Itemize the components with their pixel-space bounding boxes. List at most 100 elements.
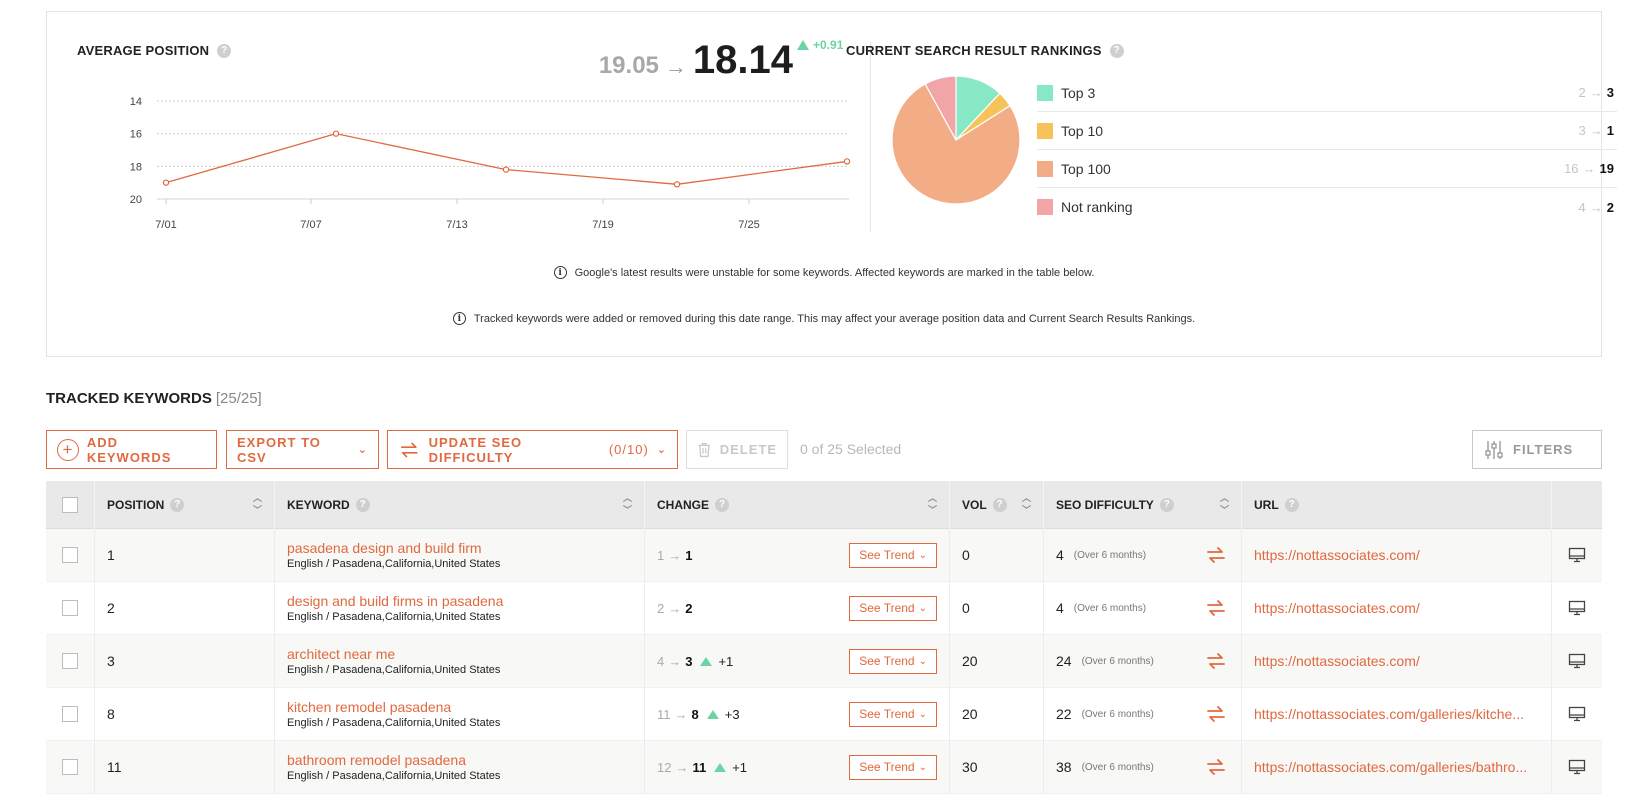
pie-slice[interactable] [924,75,957,141]
average-position-new: 18.14 [692,38,793,82]
url-link[interactable]: https://nottassociates.com/galleries/kit… [1254,706,1525,722]
row-checkbox[interactable] [62,759,78,775]
row-checkbox[interactable] [62,706,78,722]
keyword-link[interactable]: design and build firms in pasadena [287,593,504,609]
delete-button[interactable]: DELETE [686,430,788,469]
header-position[interactable]: POSITION ? ︿ ﹀ [95,480,275,529]
data-point[interactable] [673,181,681,188]
arrow-right-icon: → [674,706,688,722]
refresh-icon [400,442,418,457]
keyword-cell: design and build firms in pasadena Englis… [275,581,645,635]
position-value: 8 [107,706,115,722]
see-trend-button[interactable]: See Trend ⌄ [849,754,937,780]
arrow-right-icon: → [1589,199,1603,215]
pie-slice[interactable] [891,83,1021,205]
legend-values: 16 → 19 [1564,161,1617,176]
sort-icon[interactable]: ︿ ﹀ [1021,492,1031,515]
difficulty-cell: 4 (Over 6 months) [1044,528,1242,582]
export-csv-button[interactable]: EXPORT TO CSV ⌄ [226,430,379,469]
help-icon[interactable]: ? [170,497,185,512]
see-trend-button[interactable]: See Trend ⌄ [849,701,937,727]
difficulty-value: 4 [1056,547,1064,563]
difficulty-note: (Over 6 months) [1073,602,1147,614]
change-delta: +3 [724,706,740,722]
add-keywords-button[interactable]: + ADD KEYWORDS [46,430,217,469]
update-seo-count: (0/10) [608,442,649,457]
vol-value: 0 [962,600,970,616]
refresh-icon[interactable] [1205,651,1227,671]
difficulty-cell: 22 (Over 6 months) [1044,687,1242,741]
keyword-link[interactable]: architect near me [287,646,396,662]
data-point[interactable] [502,166,510,173]
url-link[interactable]: https://nottassociates.com/ [1254,547,1420,563]
row-checkbox[interactable] [62,600,78,616]
see-trend-button[interactable]: See Trend ⌄ [849,648,937,674]
update-seo-difficulty-button[interactable]: UPDATE SEO DIFFICULTY (0/10) ⌄ [387,430,678,469]
delete-label: DELETE [719,442,777,457]
position-cell: 3 [95,634,275,688]
refresh-icon[interactable] [1205,704,1227,724]
help-icon[interactable]: ? [217,43,232,58]
refresh-icon[interactable] [1205,598,1227,618]
data-point[interactable] [332,130,340,137]
row-checkbox[interactable] [62,547,78,563]
change-delta: +1 [732,759,748,775]
url-link[interactable]: https://nottassociates.com/ [1254,600,1420,616]
url-cell: https://nottassociates.com/ [1242,634,1552,688]
keyword-link[interactable]: bathroom remodel pasadena [287,752,467,768]
plus-icon: + [57,438,79,461]
divider [870,42,871,232]
table-row: 3 architect near me English / Pasadena,Cal… [46,634,1602,688]
row-checkbox[interactable] [62,653,78,669]
refresh-icon[interactable] [1205,757,1227,777]
average-position-chart: 14 16 18 20 7/01 7/07 7/13 7/19 7/25 [130,96,851,231]
help-icon[interactable]: ? [1109,43,1124,58]
chevron-down-icon: ⌄ [918,655,927,667]
see-trend-button[interactable]: See Trend ⌄ [849,542,937,568]
table-header: POSITION ? ︿ ﹀ KEYWORD ? ︿ ﹀ CHANGE ? ︿ ﹀ V… [46,480,1602,529]
refresh-icon[interactable] [1205,545,1227,565]
keyword-locale: English / Pasadena,California,United Sta… [287,770,501,782]
legend-swatch [1037,122,1053,139]
data-point[interactable] [162,179,170,186]
keywords-toolbar: + ADD KEYWORDS EXPORT TO CSV ⌄ UPDATE SE… [46,430,1602,470]
change-old: 12 [657,759,672,775]
header-change[interactable]: CHANGE ? ︿ ﹀ [645,480,950,529]
series-line [165,132,848,185]
sort-icon[interactable]: ︿ ﹀ [252,492,262,515]
help-icon[interactable]: ? [992,497,1007,512]
legend-swatch [1037,160,1053,177]
help-icon[interactable]: ? [1159,497,1174,512]
url-link[interactable]: https://nottassociates.com/ [1254,653,1420,669]
device-cell [1552,741,1602,794]
legend-old-value: 3 [1578,123,1586,138]
keyword-link[interactable]: pasadena design and build firm [287,540,482,556]
data-point[interactable] [843,158,851,165]
header-keyword[interactable]: KEYWORD ? ︿ ﹀ [275,480,645,529]
url-cell: https://nottassociates.com/ [1242,528,1552,582]
sort-icon[interactable]: ︿ ﹀ [927,492,937,515]
legend-values: 4 → 2 [1579,200,1617,215]
url-link[interactable]: https://nottassociates.com/galleries/bat… [1254,759,1528,775]
filters-button[interactable]: FILTERS [1472,430,1602,469]
keyword-locale: English / Pasadena,California,United Sta… [287,611,501,623]
select-all-checkbox[interactable] [62,496,78,513]
vol-cell: 0 [950,581,1044,635]
sort-icon[interactable]: ︿ ﹀ [622,492,632,515]
help-icon[interactable]: ? [1284,497,1299,512]
help-icon[interactable]: ? [355,497,370,512]
see-trend-button[interactable]: See Trend ⌄ [849,595,937,621]
sort-icon[interactable]: ︿ ﹀ [1219,492,1229,515]
keyword-link[interactable]: kitchen remodel pasadena [287,699,452,715]
table-row: 2 design and build firms in pasadena Engli… [46,581,1602,635]
arrow-right-icon: → [668,600,682,616]
header-vol[interactable]: VOL ? ︿ ﹀ [950,480,1044,529]
trash-icon [698,442,710,457]
legend-label: Top 100 [1061,160,1111,177]
help-icon[interactable]: ? [715,497,730,512]
url-cell: https://nottassociates.com/ [1242,581,1552,635]
header-seo-difficulty[interactable]: SEO DIFFICULTY ? ︿ ﹀ [1044,480,1242,529]
vol-value: 20 [962,653,978,669]
legend-new-value: 3 [1606,85,1614,100]
difficulty-note: (Over 6 months) [1081,708,1154,720]
